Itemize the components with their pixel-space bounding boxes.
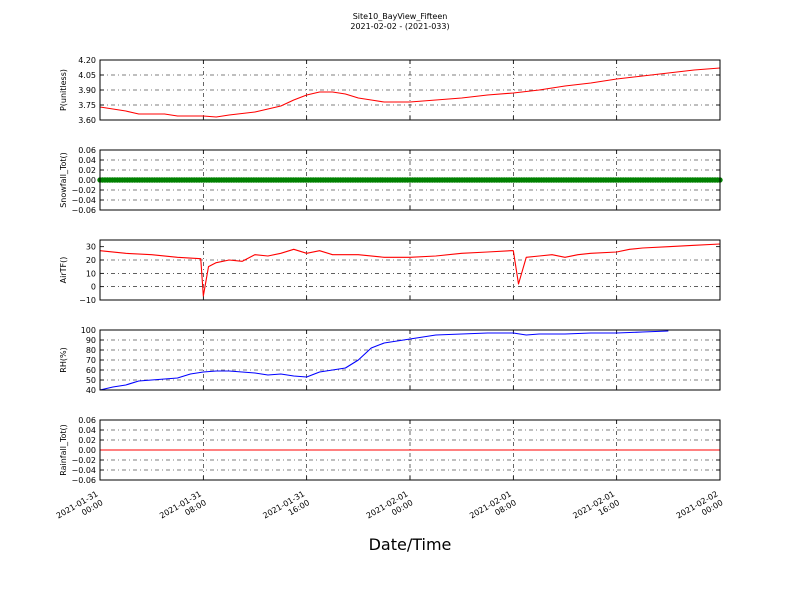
subplot-3: −10 0 10 20 30 AirTF() (59, 239, 721, 305)
y-tick-label: −10 (79, 296, 96, 305)
y-axis-label: Snowfall_Tot() (59, 152, 68, 208)
chart-title: Site10_BayView_Fifteen (353, 12, 448, 21)
y-tick-label: 40 (86, 386, 96, 395)
subplot-5: −0.06−0.04−0.020.000.020.040.06 Rainfall_… (59, 416, 721, 485)
plot-frame (99, 419, 721, 481)
y-tick-label: 20 (86, 256, 96, 265)
series-line (99, 67, 721, 118)
y-tick-label: 3.75 (78, 101, 96, 110)
y-axis-label: RH(%) (59, 347, 68, 372)
y-tick-label: 0.02 (78, 436, 96, 445)
y-tick-label: 10 (86, 269, 96, 278)
plot-frame (99, 239, 721, 301)
y-tick-label: −0.02 (71, 186, 96, 195)
y-tick-label: 0.06 (78, 146, 96, 155)
y-tick-label: 70 (86, 356, 96, 365)
y-tick-label: −0.04 (71, 466, 96, 475)
y-tick-label: 50 (86, 376, 96, 385)
chart-subtitle: 2021-02-02 - (2021-033) (350, 22, 449, 31)
series-line (99, 243, 721, 297)
y-tick-label: 0.06 (78, 416, 96, 425)
y-tick-label: 0.04 (78, 426, 96, 435)
y-tick-label: −0.02 (71, 456, 96, 465)
subplot-1: 3.60 3.75 3.90 4.05 4.20 P(unitless) (59, 56, 721, 125)
plot-frame (99, 149, 721, 211)
y-tick-label: 4.05 (78, 71, 96, 80)
y-tick-label: 4.20 (78, 56, 96, 65)
y-tick-label: 60 (86, 366, 96, 375)
y-tick-label: −0.06 (71, 476, 96, 485)
y-axis-label: Rainfall_Tot() (59, 424, 68, 476)
y-tick-label: 0.00 (78, 446, 96, 455)
y-axis-label: AirTF() (59, 257, 68, 284)
plot-frame (99, 329, 721, 391)
subplot-stack: 3.603.753.904.054.20P(unitless)−0.06−0.0… (59, 56, 723, 485)
y-tick-label: 100 (81, 326, 96, 335)
y-tick-label: 0.00 (78, 176, 96, 185)
y-tick-label: 0.04 (78, 156, 96, 165)
y-tick-label: 30 (86, 243, 96, 252)
plot-frame (99, 59, 721, 121)
x-axis-label: Date/Time (369, 535, 452, 554)
y-tick-label: 90 (86, 336, 96, 345)
y-tick-label: −0.04 (71, 196, 96, 205)
y-axis-label: P(unitless) (59, 69, 68, 111)
y-tick-label: 0.02 (78, 166, 96, 175)
y-tick-label: 3.60 (78, 116, 96, 125)
y-tick-label: 80 (86, 346, 96, 355)
y-tick-label: −0.06 (71, 206, 96, 215)
y-tick-label: 3.90 (78, 86, 96, 95)
y-tick-label: 0 (91, 283, 96, 292)
series-line (99, 330, 669, 391)
subplot-2: −0.06−0.04−0.020.000.020.040.06 Snowfall_… (59, 146, 723, 215)
